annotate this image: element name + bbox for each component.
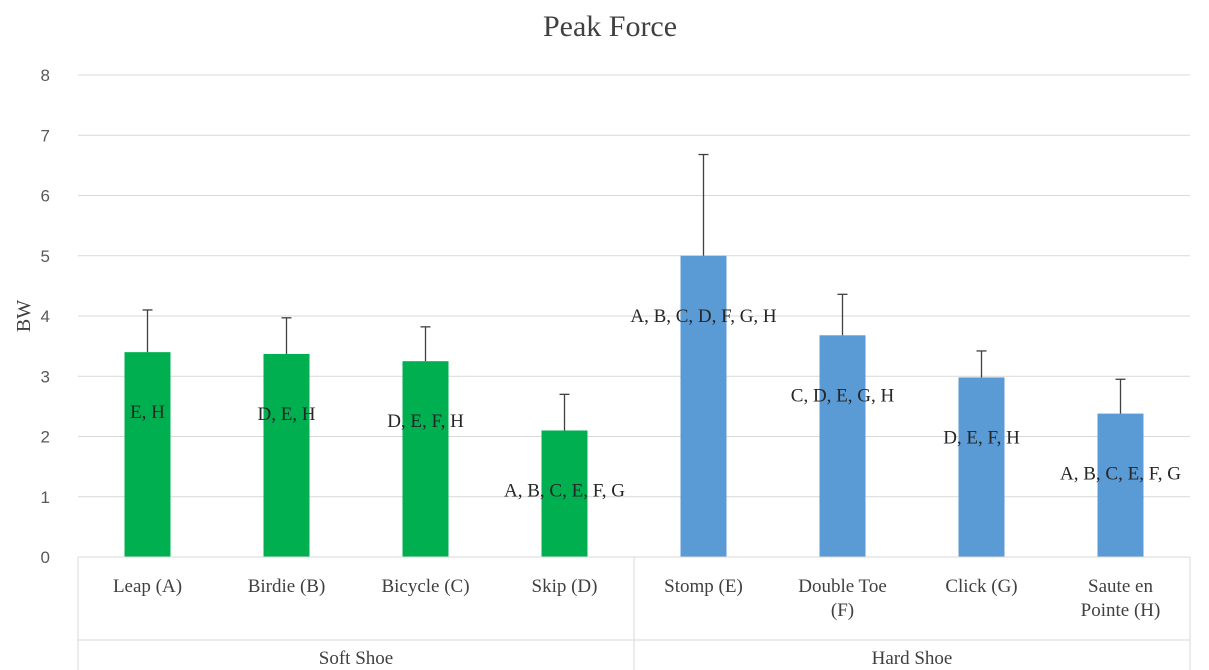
y-tick-label: 8 <box>41 66 50 85</box>
bar <box>402 361 449 557</box>
bar-annotation: A, B, C, E, F, G <box>504 480 625 501</box>
x-category-label: Birdie (B) <box>248 576 326 597</box>
bars <box>124 255 1144 557</box>
bar-annotation: A, B, C, D, F, G, H <box>630 306 777 327</box>
y-tick-label: 3 <box>41 367 50 386</box>
bar <box>1097 413 1144 557</box>
y-axis-label: BW <box>13 300 35 332</box>
y-tick-label: 2 <box>41 428 50 447</box>
chart-title: Peak Force <box>543 10 677 43</box>
bar-annotation: A, B, C, E, F, G <box>1060 464 1181 485</box>
x-category-label: Bicycle (C) <box>381 576 469 597</box>
y-axis-ticks: 0 1 2 3 4 5 6 7 8 <box>41 66 50 567</box>
bar <box>263 353 310 557</box>
bar <box>958 377 1005 557</box>
x-axis: Leap (A) Birdie (B) Bicycle (C) Skip (D) Sto… <box>77 556 1191 670</box>
y-tick-label: 6 <box>41 187 50 206</box>
x-category-label: Double Toe (F) <box>798 576 887 621</box>
bar-annotation: C, D, E, G, H <box>791 385 895 406</box>
error-bars <box>142 153 1126 431</box>
y-tick-label: 1 <box>41 488 50 507</box>
bar-annotation: E, H <box>130 402 165 423</box>
y-tick-label: 0 <box>41 548 50 567</box>
group-label: Soft Shoe <box>319 648 393 669</box>
y-tick-label: 4 <box>41 307 50 326</box>
gridlines <box>78 74 1190 558</box>
y-tick-label: 5 <box>41 247 50 266</box>
significance-labels: E, H D, E, H D, E, F, H A, B, C, E, F, G A, … <box>130 306 1181 502</box>
x-category-label: Saute en Pointe (H) <box>1081 576 1161 621</box>
group-label: Hard Shoe <box>872 648 953 669</box>
y-tick-label: 7 <box>41 126 50 145</box>
bar <box>680 255 727 557</box>
bar-annotation: D, E, F, H <box>943 427 1020 448</box>
x-category-label: Stomp (E) <box>664 576 743 597</box>
bar-annotation: D, E, H <box>257 404 315 425</box>
x-category-label: Click (G) <box>945 576 1017 597</box>
bar <box>124 352 171 557</box>
bar <box>541 430 588 557</box>
x-category-label: Skip (D) <box>532 576 598 597</box>
x-category-label: Leap (A) <box>113 576 182 597</box>
bar <box>819 335 866 557</box>
bar-annotation: D, E, F, H <box>387 411 464 432</box>
